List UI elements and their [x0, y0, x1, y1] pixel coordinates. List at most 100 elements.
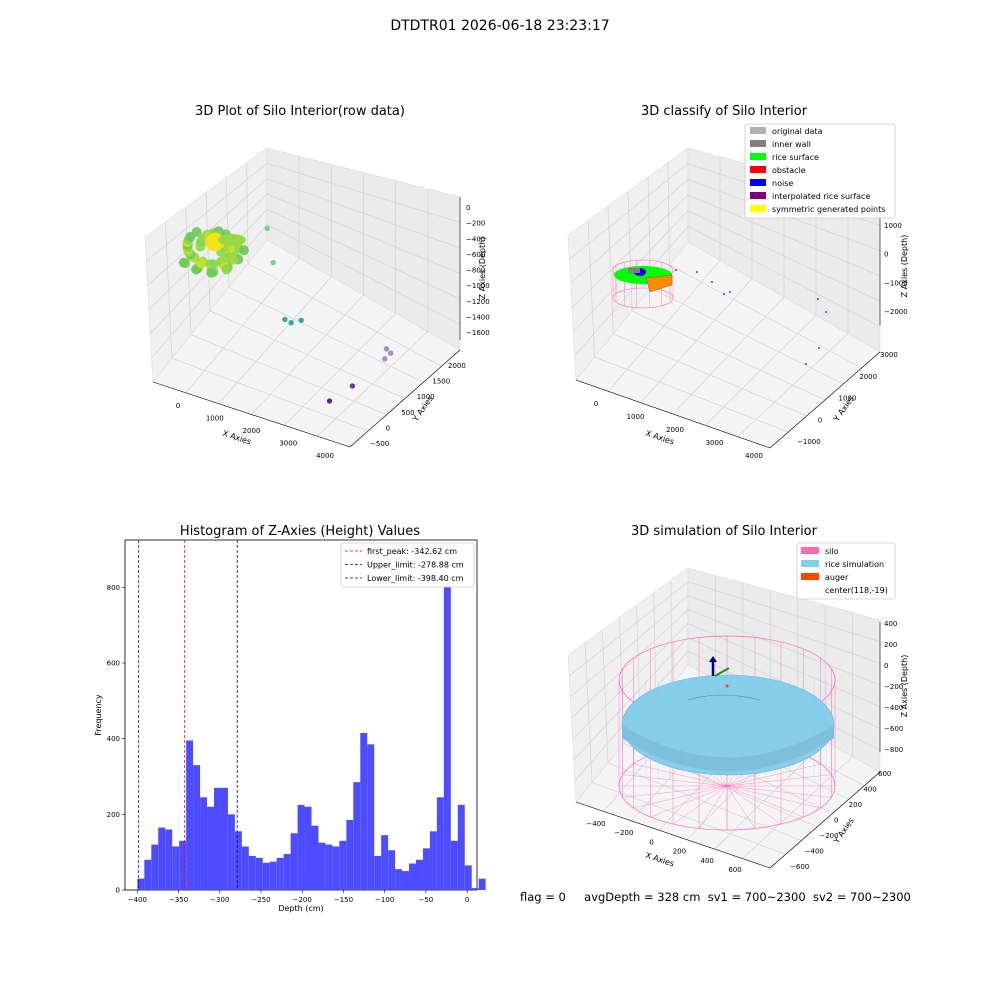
data-point: [206, 267, 217, 278]
silo-wire: [726, 785, 782, 825]
x-tick-label: 600: [728, 866, 741, 874]
x-tick-label: 2000: [666, 426, 684, 434]
x-tick-label: −200: [293, 896, 312, 904]
grid-line: [669, 264, 862, 369]
legend-swatch: [801, 573, 819, 580]
histogram-bar: [179, 840, 187, 890]
grid-line: [570, 595, 689, 698]
legend-label: noise: [772, 179, 793, 188]
legend-label: symmetric generated points: [772, 205, 885, 214]
y-tick-label: 1000: [839, 395, 857, 403]
noise-point: [805, 363, 807, 365]
z-tick-label: −200: [884, 683, 903, 691]
y-tick-label: −200: [819, 832, 838, 840]
grid-line: [670, 580, 673, 685]
data-point: [191, 227, 202, 238]
x-tick-label: −250: [251, 896, 270, 904]
data-point: [264, 225, 270, 232]
legend-label: inner wall: [772, 140, 811, 149]
histogram-bar: [158, 827, 166, 890]
z-tick-label: 0: [884, 251, 888, 259]
grid-line: [591, 782, 786, 855]
y-tick-label: 800: [107, 584, 120, 592]
legend-swatch: [750, 140, 766, 147]
flag-text: flag = 0: [520, 890, 566, 904]
x-tick-label: −400: [128, 896, 147, 904]
z-tick-label: 0: [466, 204, 470, 212]
histogram-bar: [464, 865, 472, 890]
y-axis-line: [349, 349, 461, 448]
inner-wall: [628, 268, 640, 273]
silo-cylinder: [612, 259, 674, 309]
legend-label: Upper_limit: -278.88 cm: [367, 561, 464, 570]
z-tick-label: −1600: [466, 329, 490, 337]
data-point: [282, 316, 288, 323]
silo-wire: [622, 774, 728, 787]
legend: original data inner wall rice surface obsta…: [744, 123, 896, 219]
histogram-bar: [227, 814, 235, 890]
z-tick-label: −1200: [466, 298, 490, 306]
y-tick-label: 0: [386, 424, 390, 432]
z-tick-label: 1000: [884, 222, 902, 230]
x-tick-label: −100: [375, 896, 394, 904]
x-axis-line: [575, 801, 771, 869]
y-tick-label: 1500: [432, 378, 450, 386]
noise-point: [675, 269, 677, 271]
histogram-bar: [450, 840, 458, 890]
z-tick-label: −400: [884, 704, 903, 712]
data-point: [387, 350, 394, 356]
y-axis-line: [769, 351, 881, 449]
sv2-text: sv2 = 700~2300: [812, 890, 911, 904]
x-tick-label: 0: [465, 896, 469, 904]
x-tick-label: 3000: [279, 440, 297, 448]
point-cloud: [178, 226, 249, 278]
y-tick-label: 0: [834, 817, 838, 825]
grid-line: [601, 630, 609, 763]
x-tick-label: 400: [701, 857, 714, 865]
panel3-histogram: −400 −350 −300 −250 −200 −150 −100 −50 0 0 200 400 6…: [94, 539, 486, 913]
grid-line: [266, 162, 461, 223]
grid-line: [571, 609, 689, 719]
z-tick-label: −1000: [466, 282, 490, 290]
data-point: [208, 259, 219, 270]
interpolated-surface: [645, 274, 673, 293]
y-tick-label: 600: [878, 770, 891, 778]
noise-point: [711, 281, 713, 283]
histogram-bar: [213, 787, 221, 890]
noise-point: [817, 298, 819, 300]
legend-label: silo: [825, 547, 839, 556]
legend-swatch: [750, 153, 766, 160]
z-tick-label: −1000: [884, 279, 908, 287]
histogram-bar: [395, 869, 403, 890]
histogram-bar: [367, 744, 375, 890]
z-axis-label: Z Axies (Depth): [900, 235, 909, 298]
histogram-bar: [269, 861, 277, 890]
y-tick-label: 0: [818, 416, 822, 424]
legend-label: rice simulation: [825, 560, 884, 569]
z-tick-label: −2000: [884, 308, 908, 316]
grid-line: [714, 741, 826, 850]
legend-label: obstacle: [772, 166, 806, 175]
histogram-bar: [283, 854, 291, 890]
histogram-bar: [332, 846, 340, 890]
histogram-bar: [304, 806, 312, 890]
x-tick-label: 4000: [316, 452, 334, 460]
avg-depth-text: avgDepth = 328 cm: [584, 890, 701, 904]
histogram-bar: [436, 797, 444, 890]
histogram-bar: [360, 732, 368, 890]
y-tick-label: 0: [116, 887, 120, 895]
y-axis-label: Frequency: [94, 694, 103, 736]
panel2-title: 3D classify of Silo Interior: [640, 104, 808, 119]
data-point: [349, 383, 356, 389]
histogram-bar: [422, 848, 430, 890]
legend-label: rice surface: [772, 153, 819, 162]
y-axis-line: [769, 771, 881, 869]
legend: silo rice simulation auger center(118,-19): [796, 542, 896, 600]
silo-wire: [633, 763, 728, 787]
x-axis-label: Depth (cm): [278, 904, 323, 913]
x-tick-label: 1000: [627, 413, 645, 421]
y-tick-label: 500: [401, 409, 414, 417]
legend-swatch: [750, 127, 766, 134]
grid-line: [687, 581, 881, 643]
histogram-bar: [290, 833, 298, 890]
